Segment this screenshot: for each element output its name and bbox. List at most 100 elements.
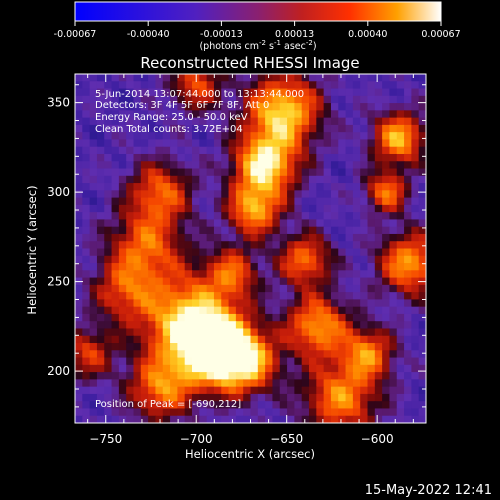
heatmap-cell bbox=[192, 335, 200, 344]
heatmap-cell bbox=[389, 212, 398, 221]
heatmap-cell bbox=[192, 241, 200, 250]
heatmap-cell bbox=[155, 350, 164, 359]
heatmap-cell bbox=[382, 146, 391, 155]
heatmap-cell bbox=[111, 248, 120, 257]
heatmap-cell bbox=[411, 117, 420, 126]
heatmap-cell bbox=[257, 161, 266, 170]
heatmap-cell bbox=[250, 146, 259, 155]
heatmap-cell bbox=[316, 132, 325, 141]
heatmap-cell bbox=[126, 335, 135, 344]
heatmap-cell bbox=[367, 190, 376, 199]
heatmap-cell bbox=[155, 175, 164, 184]
heatmap-cell bbox=[257, 248, 266, 257]
heatmap-cell bbox=[279, 110, 288, 119]
heatmap-cell bbox=[382, 110, 391, 119]
heatmap-cell bbox=[265, 248, 274, 257]
heatmap-cell bbox=[352, 74, 361, 82]
heatmap-cell bbox=[243, 350, 252, 359]
heatmap-cell bbox=[382, 343, 391, 351]
heatmap-cell bbox=[192, 313, 200, 322]
heatmap-cell bbox=[396, 146, 405, 155]
heatmap-cell bbox=[184, 117, 193, 126]
heatmap-cell bbox=[330, 233, 339, 242]
heatmap-cell bbox=[374, 226, 383, 235]
heatmap-cell bbox=[148, 81, 157, 90]
heatmap-cell bbox=[418, 255, 426, 264]
heatmap-cell bbox=[133, 124, 142, 133]
heatmap-cell bbox=[104, 204, 113, 213]
heatmap-cell bbox=[89, 343, 98, 351]
heatmap-cell bbox=[374, 74, 383, 82]
heatmap-cell bbox=[250, 263, 259, 271]
heatmap-cell bbox=[140, 401, 149, 410]
heatmap-cell bbox=[279, 263, 288, 271]
heatmap-cell bbox=[206, 372, 215, 380]
heatmap-cell bbox=[192, 321, 200, 330]
heatmap-cell bbox=[192, 277, 200, 286]
heatmap-cell bbox=[170, 153, 178, 162]
heatmap-cell bbox=[389, 226, 398, 235]
heatmap-cell bbox=[162, 117, 171, 126]
heatmap-cell bbox=[199, 335, 208, 344]
heatmap-cell bbox=[287, 204, 295, 213]
heatmap-cell bbox=[170, 74, 178, 82]
heatmap-cell bbox=[323, 190, 332, 199]
heatmap-cell bbox=[338, 132, 347, 141]
heatmap-cell bbox=[411, 386, 420, 395]
heatmap-cell bbox=[118, 226, 127, 235]
heatmap-cell bbox=[75, 255, 83, 264]
heatmap-cell bbox=[148, 292, 157, 300]
heatmap-cell bbox=[389, 146, 398, 155]
heatmap-cell bbox=[133, 350, 142, 359]
heatmap-cell bbox=[170, 197, 178, 206]
heatmap-cell bbox=[111, 335, 120, 344]
heatmap-cell bbox=[184, 393, 193, 402]
heatmap-cell bbox=[360, 335, 369, 344]
heatmap-cell bbox=[104, 146, 113, 155]
heatmap-cell bbox=[279, 219, 288, 228]
heatmap-cell bbox=[148, 255, 157, 264]
heatmap-cell bbox=[374, 139, 383, 148]
heatmap-cell bbox=[213, 233, 222, 242]
heatmap-cell bbox=[82, 95, 91, 104]
heatmap-cell bbox=[265, 386, 274, 395]
heatmap-cell bbox=[301, 401, 310, 410]
heatmap-cell bbox=[287, 321, 295, 330]
heatmap-cell bbox=[374, 190, 383, 199]
heatmap-cell bbox=[309, 255, 317, 264]
heatmap-cell bbox=[411, 204, 420, 213]
heatmap-cell bbox=[170, 183, 178, 191]
heatmap-cell bbox=[279, 233, 288, 242]
heatmap-cell bbox=[177, 263, 186, 271]
heatmap-cell bbox=[367, 248, 376, 257]
heatmap-cell bbox=[374, 357, 383, 366]
heatmap-cell bbox=[199, 74, 208, 82]
heatmap-cell bbox=[82, 263, 91, 271]
heatmap-cell bbox=[162, 255, 171, 264]
heatmap-cell bbox=[338, 393, 347, 402]
heatmap-cell bbox=[345, 204, 354, 213]
heatmap-cell bbox=[352, 183, 361, 191]
heatmap-cell bbox=[404, 357, 412, 366]
heatmap-cell bbox=[184, 103, 193, 111]
heatmap-cell bbox=[213, 415, 222, 423]
heatmap-cell bbox=[389, 110, 398, 119]
heatmap-cell bbox=[250, 364, 259, 373]
heatmap-cell bbox=[235, 277, 244, 286]
heatmap-cell bbox=[235, 401, 244, 410]
heatmap-cell bbox=[309, 197, 317, 206]
heatmap-cell bbox=[360, 379, 369, 388]
heatmap-cell bbox=[360, 153, 369, 162]
heatmap-cell bbox=[148, 408, 157, 417]
heatmap-cell bbox=[104, 284, 113, 293]
heatmap-cell bbox=[221, 328, 230, 337]
heatmap-cell bbox=[382, 81, 391, 90]
heatmap-cell bbox=[374, 415, 383, 423]
heatmap-cell bbox=[162, 241, 171, 250]
heatmap-cell bbox=[250, 248, 259, 257]
heatmap-cell bbox=[170, 386, 178, 395]
heatmap-cell bbox=[184, 161, 193, 170]
heatmap-cell bbox=[162, 204, 171, 213]
heatmap-cell bbox=[126, 328, 135, 337]
heatmap-cell bbox=[111, 284, 120, 293]
